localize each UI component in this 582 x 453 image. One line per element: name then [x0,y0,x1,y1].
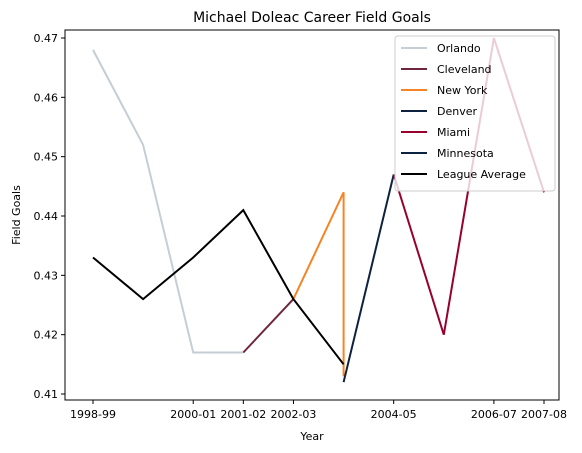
y-tick-label: 0.41 [34,388,59,401]
y-axis-label: Field Goals [10,185,23,245]
y-tick-label: 0.43 [34,269,59,282]
y-axis: 0.41 0.42 0.43 0.44 0.45 0.46 0.47 [34,32,65,401]
series-line-new-york [292,191,345,377]
legend: Orlando Cleveland New York Denver Miami Minne… [394,35,556,192]
legend-label-orlando: Orlando [437,42,481,55]
x-axis: 1998-99 2000-01 2001-02 2002-03 2004-05 2006-… [70,400,567,421]
plot-area-frame [64,29,560,401]
legend-label-cleveland: Cleveland [437,63,492,76]
x-tick-label: 2006-07 [471,408,517,421]
legend-label-new-york: New York [437,84,488,97]
x-tick-label: 1998-99 [70,408,116,421]
legend-box [394,35,556,192]
x-tick-label: 2002-03 [270,408,316,421]
series-line-orlando [92,49,244,354]
legend-label-denver: Denver [437,105,477,118]
chart-title: Michael Doleac Career Field Goals [193,10,431,26]
legend-label-league-average: League Average [437,168,526,181]
legend-label-miami: Miami [437,126,470,139]
legend-label-minnesota: Minnesota [437,147,494,160]
y-tick-label: 0.45 [34,151,59,164]
y-tick-label: 0.44 [34,210,59,223]
y-tick-label: 0.47 [34,32,59,45]
x-tick-label: 2000-01 [170,408,216,421]
series-line-league-average [92,208,345,365]
series-line-denver [342,174,395,383]
x-tick-label: 2001-02 [220,408,266,421]
x-axis-label: Year [299,430,324,443]
x-tick-label: 2007-08 [521,408,567,421]
series-line-cleveland [242,298,295,354]
x-tick-label: 2004-05 [371,408,417,421]
y-tick-label: 0.42 [34,329,59,342]
y-tick-label: 0.46 [34,91,59,104]
